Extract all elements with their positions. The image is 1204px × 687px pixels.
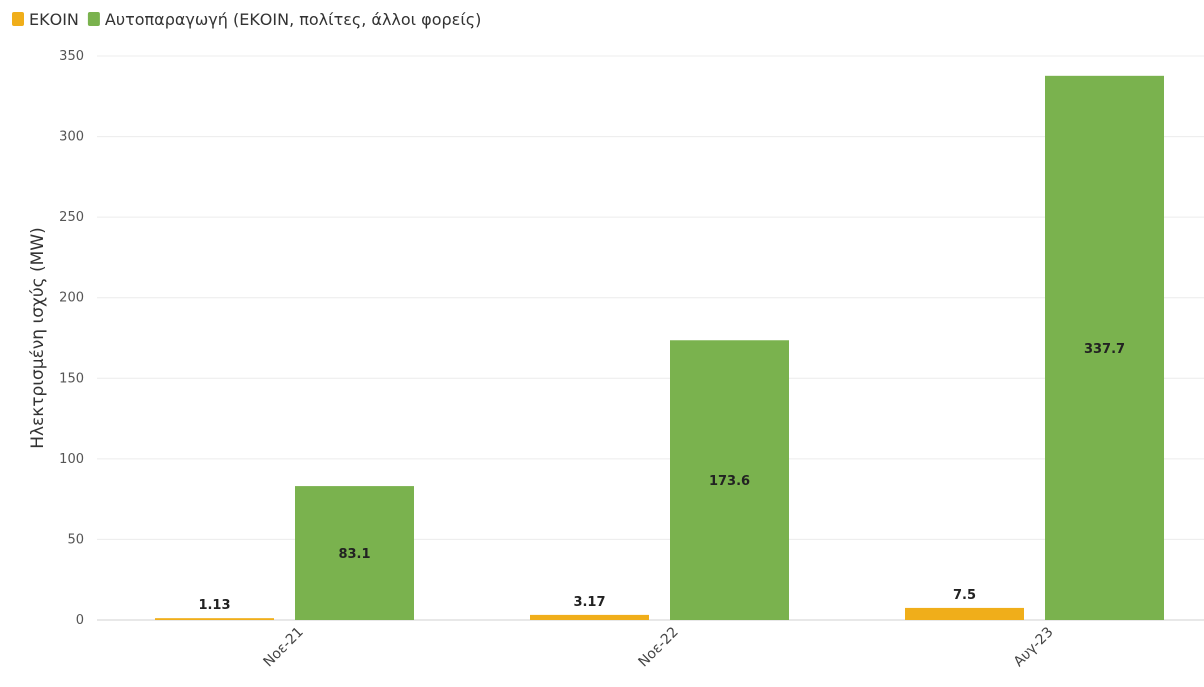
- data-label-0-2: 7.5: [953, 588, 976, 603]
- y-tick-label-2: 100: [59, 452, 84, 467]
- y-tick-label-1: 50: [67, 532, 84, 547]
- data-label-1-1: 173.6: [709, 474, 750, 489]
- y-tick-label-0: 0: [76, 613, 84, 628]
- bar-0-1: [530, 615, 649, 620]
- gridlines: [97, 56, 1204, 620]
- data-label-1-0: 83.1: [338, 547, 370, 562]
- legend-swatch-1: [88, 12, 100, 26]
- data-label-0-0: 1.13: [198, 598, 230, 613]
- data-label-1-2: 337.7: [1084, 342, 1125, 357]
- legend-label-0: ΕΚΟΙΝ: [29, 10, 79, 29]
- data-label-0-1: 3.17: [573, 595, 605, 610]
- bar-0-0: [155, 618, 274, 620]
- y-tick-label-6: 300: [59, 130, 84, 145]
- bars: [155, 76, 1164, 620]
- x-tick-label-1: Νοε-22: [636, 624, 682, 670]
- x-axis: Νοε-21 Νοε-22 Αυγ-23: [261, 624, 1057, 670]
- legend: ΕΚΟΙΝ Αυτοπαραγωγή (ΕΚΟΙΝ, πολίτες, άλλοι…: [12, 10, 481, 29]
- bar-0-2: [905, 608, 1024, 620]
- x-tick-label-0: Νοε-21: [261, 624, 307, 670]
- legend-swatch-0: [12, 12, 24, 26]
- y-tick-label-5: 250: [59, 210, 84, 225]
- legend-label-1: Αυτοπαραγωγή (ΕΚΟΙΝ, πολίτες, άλλοι φορε…: [105, 10, 481, 29]
- y-tick-label-7: 350: [59, 49, 84, 64]
- y-axis: Ηλεκτρισμένη ισχύς (MW) 0 50 100 150 200 250 3…: [28, 49, 84, 628]
- y-tick-label-4: 200: [59, 291, 84, 306]
- y-tick-label-3: 150: [59, 371, 84, 386]
- y-axis-label: Ηλεκτρισμένη ισχύς (MW): [28, 227, 48, 449]
- x-tick-label-2: Αυγ-23: [1011, 624, 1057, 670]
